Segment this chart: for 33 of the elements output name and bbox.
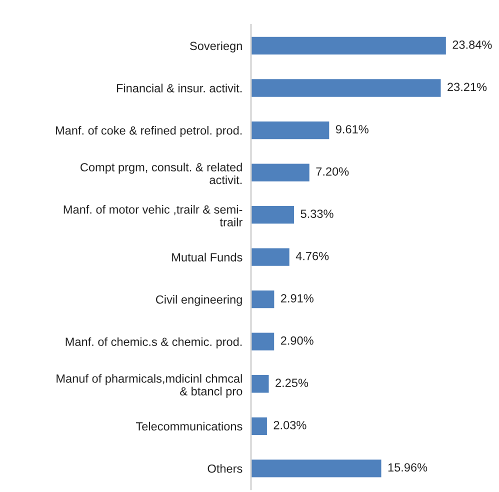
y-tick-label: Civil engineering — [156, 295, 242, 306]
data-label: 2.91% — [281, 294, 314, 303]
y-tick-label: Others — [208, 464, 242, 473]
bar — [251, 246, 291, 268]
data-label: 15.96% — [388, 463, 428, 472]
bar — [251, 458, 383, 479]
data-label: 5.33% — [300, 210, 334, 218]
y-tick-label: Manf. of chemic.s & chemic. prod. — [66, 337, 242, 348]
bar — [251, 289, 276, 310]
bar — [251, 374, 270, 394]
y-tick-label: Compt prgm, consult. & related activit. — [80, 162, 242, 184]
data-label: 23.84% — [452, 40, 492, 49]
bar — [251, 416, 268, 436]
bar — [251, 204, 296, 226]
y-tick-label: Mutual Funds — [172, 252, 242, 262]
data-label: 4.76% — [296, 252, 329, 260]
y-tick-label: Manf. of motor vehic ,trailr & semi- trailr — [64, 205, 242, 226]
bar — [251, 331, 276, 352]
bar — [251, 162, 311, 183]
y-tick-label: Manf. of coke & refined petrol. prod. — [56, 126, 242, 137]
data-label: 7.20% — [316, 167, 349, 176]
bar — [251, 36, 448, 56]
data-label: 2.90% — [280, 336, 314, 345]
bar — [251, 120, 331, 140]
data-label: 23.21% — [448, 82, 487, 92]
y-tick-label: Financial & insur. activit. — [117, 84, 242, 92]
bar — [251, 78, 442, 98]
data-label: 2.25% — [276, 378, 308, 388]
data-label: 2.03% — [274, 420, 306, 430]
y-tick-label: Manuf of pharmicals,mdicinl chmcal & btancl pro — [56, 374, 242, 398]
y-tick-label: Telecommunications — [136, 422, 242, 431]
y-tick-label: Soveriegn — [190, 41, 242, 52]
data-label: 9.61% — [336, 125, 368, 134]
